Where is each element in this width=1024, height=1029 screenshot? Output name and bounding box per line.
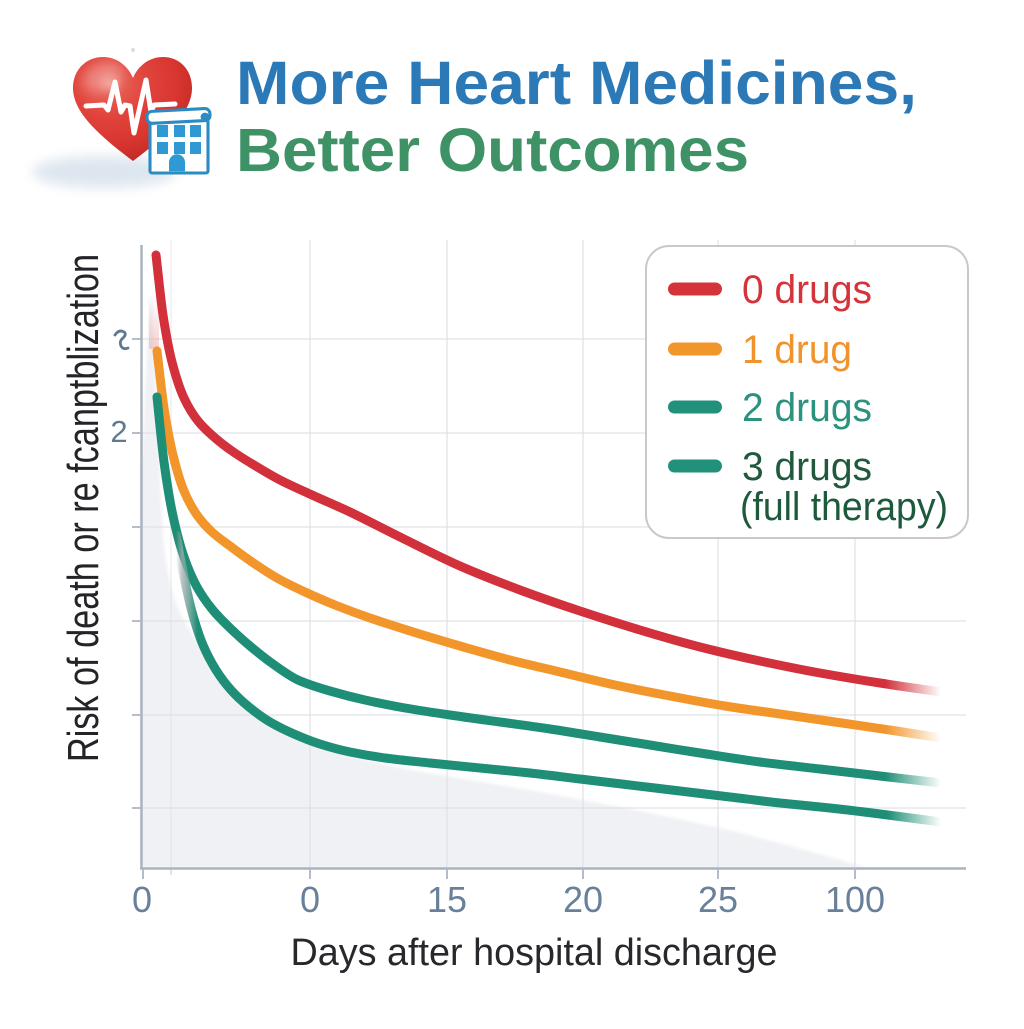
svg-text:0 drugs: 0 drugs [742, 268, 872, 312]
svg-text:100: 100 [825, 879, 885, 920]
svg-text:2: 2 [110, 414, 127, 449]
svg-text:Better Outcomes: Better Outcomes [236, 116, 749, 184]
svg-text:2 drugs: 2 drugs [742, 386, 872, 430]
svg-text:20: 20 [563, 879, 603, 920]
svg-text:25: 25 [698, 879, 738, 920]
svg-text:1 drug: 1 drug [742, 328, 852, 372]
svg-text:0: 0 [300, 879, 320, 920]
svg-text:(full therapy): (full therapy) [740, 485, 948, 529]
svg-text:0: 0 [132, 879, 152, 920]
svg-text:15: 15 [427, 879, 467, 920]
svg-text:More Heart Medicines,: More Heart Medicines, [236, 49, 917, 117]
svg-text:Days after hospital discharge: Days after hospital discharge [291, 932, 778, 974]
svg-text:3 drugs: 3 drugs [742, 445, 872, 489]
svg-text:Risk of death or re fcanptbliz: Risk of death or re fcanptblization [59, 254, 108, 762]
